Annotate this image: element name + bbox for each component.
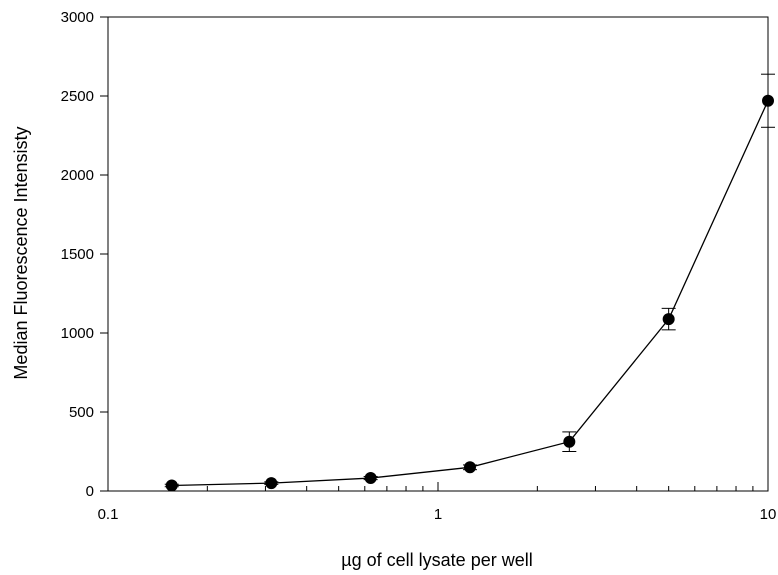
y-tick-label: 500 <box>69 404 94 421</box>
y-tick-label: 3000 <box>61 9 94 26</box>
x-tick-label: 0.1 <box>98 506 119 523</box>
x-axis-ticks: 0.1 1 10 <box>98 482 777 523</box>
series-layer <box>164 73 775 492</box>
x-tick-label: 1 <box>434 506 442 523</box>
y-axis-ticks: 0 500 1000 1500 2000 2500 3000 <box>61 9 108 500</box>
data-point <box>463 461 476 474</box>
data-point <box>165 479 178 492</box>
data-point <box>662 313 675 326</box>
data-point <box>762 94 774 107</box>
axes <box>107 16 769 492</box>
data-point <box>364 472 377 485</box>
y-tick-label: 2000 <box>61 167 94 184</box>
y-tick-label: 1500 <box>61 246 94 263</box>
y-axis-title: Median Fluorescence Intensisty <box>11 126 31 379</box>
data-point <box>265 477 278 490</box>
x-tick-label: 10 <box>760 506 777 523</box>
y-tick-label: 0 <box>86 483 94 500</box>
series-line <box>171 100 769 487</box>
y-tick-label: 2500 <box>61 88 94 105</box>
y-tick-label: 1000 <box>61 325 94 342</box>
x-axis-title: µg of cell lysate per well <box>341 550 532 570</box>
data-point <box>563 435 576 448</box>
plot-frame <box>107 16 769 492</box>
